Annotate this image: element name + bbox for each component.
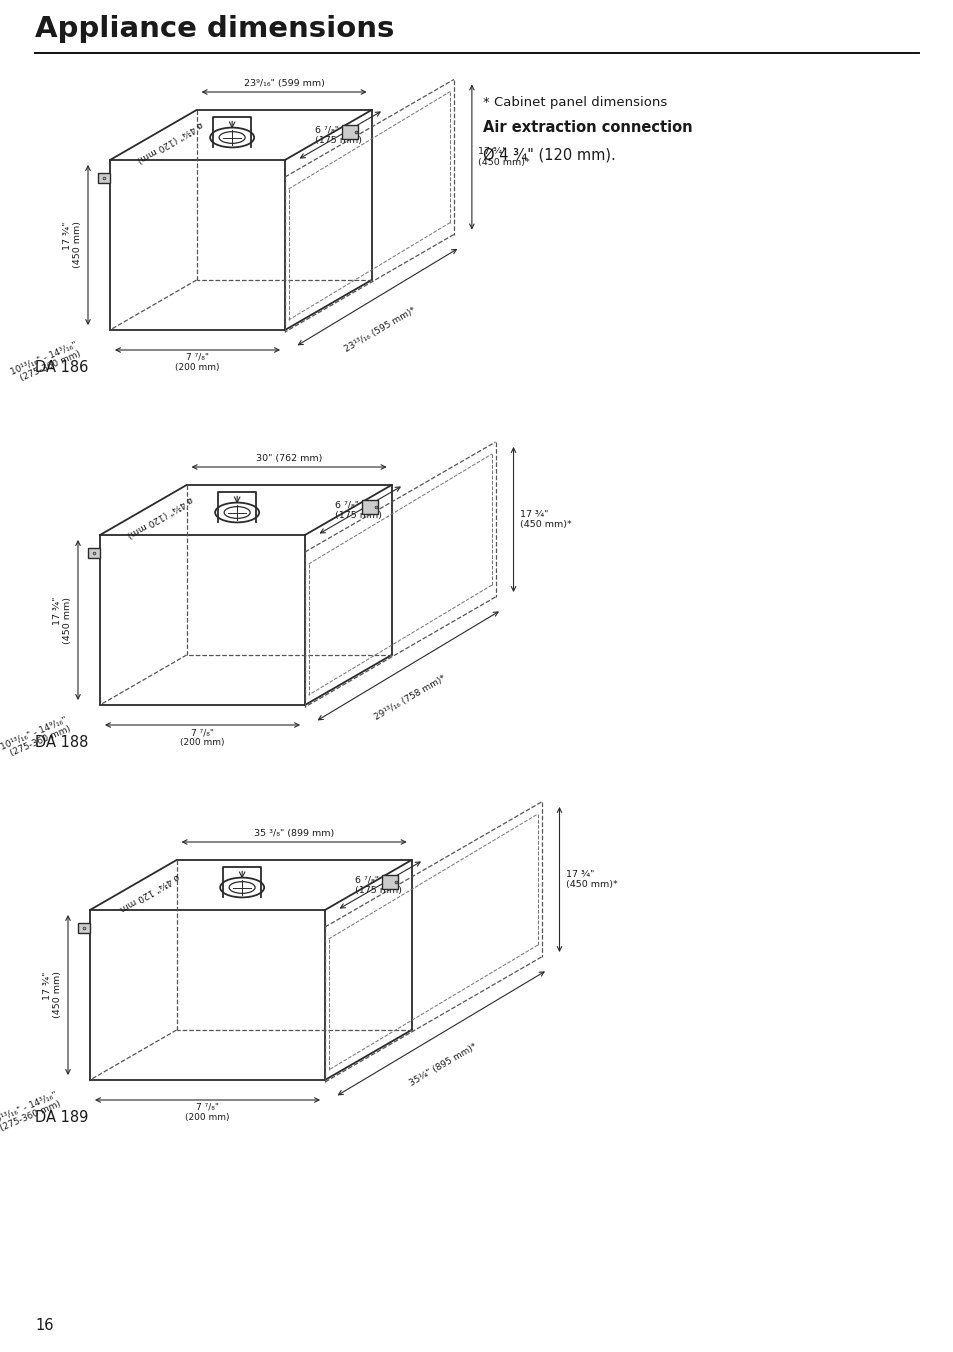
Text: DA 188: DA 188	[35, 735, 89, 750]
Text: * Cabinet panel dimensions: * Cabinet panel dimensions	[482, 96, 666, 110]
Text: 7 ⁷/₈"
(200 mm): 7 ⁷/₈" (200 mm)	[175, 353, 219, 372]
Bar	[98, 173, 110, 183]
Text: 29¹³/₁₆ (758 mm)*: 29¹³/₁₆ (758 mm)*	[373, 675, 448, 722]
Bar	[341, 124, 357, 138]
Bar	[381, 875, 397, 888]
Text: ø 4¾" 120 mm: ø 4¾" 120 mm	[118, 871, 180, 913]
Bar	[88, 548, 100, 558]
Text: 17 ¾"
(450 mm): 17 ¾" (450 mm)	[43, 972, 62, 1018]
Text: DA 189: DA 189	[35, 1110, 89, 1125]
Text: Appliance dimensions: Appliance dimensions	[35, 15, 394, 43]
Text: 17 ¾"
(450 mm)*: 17 ¾" (450 mm)*	[477, 147, 529, 166]
Text: 30" (762 mm): 30" (762 mm)	[255, 454, 322, 462]
Text: Ø 4 ¾" (120 mm).: Ø 4 ¾" (120 mm).	[482, 147, 615, 164]
Text: ø 4¾" (120 mm): ø 4¾" (120 mm)	[125, 495, 193, 539]
Text: Air extraction connection: Air extraction connection	[482, 120, 692, 135]
Text: DA 186: DA 186	[35, 360, 89, 375]
Text: 16: 16	[35, 1318, 53, 1333]
Text: 17 ¾"
(450 mm): 17 ¾" (450 mm)	[52, 596, 71, 644]
Bar	[78, 923, 90, 933]
Text: 10¹³/₁₆" - 14³/₁₆"
(275-360 mm): 10¹³/₁₆" - 14³/₁₆" (275-360 mm)	[0, 1090, 62, 1136]
Text: 6 ⁷/₈"
(175 mm): 6 ⁷/₈" (175 mm)	[335, 500, 381, 519]
Text: 7 ⁷/₈"
(200 mm): 7 ⁷/₈" (200 mm)	[180, 727, 225, 748]
Text: 10¹³/₁₆" - 14⁹/₁₆"
(275-360 mm): 10¹³/₁₆" - 14⁹/₁₆" (275-360 mm)	[0, 715, 71, 761]
Text: 35¼" (895 mm)*: 35¼" (895 mm)*	[408, 1041, 478, 1087]
Text: 23⁹/₁₆" (599 mm): 23⁹/₁₆" (599 mm)	[243, 78, 324, 88]
Text: 10¹³/₁₆" - 14³/₁₆"
(275-360 mm): 10¹³/₁₆" - 14³/₁₆" (275-360 mm)	[9, 339, 82, 385]
Text: 35 ³/₈" (899 mm): 35 ³/₈" (899 mm)	[253, 829, 334, 838]
Text: 6 ⁷/₈"
(175 mm): 6 ⁷/₈" (175 mm)	[355, 875, 401, 895]
Text: 23¹³/₁₆ (595 mm)*: 23¹³/₁₆ (595 mm)*	[342, 306, 416, 353]
Text: 17 ¾"
(450 mm): 17 ¾" (450 mm)	[63, 222, 82, 269]
Text: 7 ⁷/₈"
(200 mm): 7 ⁷/₈" (200 mm)	[185, 1103, 230, 1122]
Bar	[361, 499, 377, 514]
Text: 17 ¾"
(450 mm)*: 17 ¾" (450 mm)*	[565, 869, 617, 890]
Text: 6 ⁷/₈"
(175 mm): 6 ⁷/₈" (175 mm)	[314, 126, 361, 145]
Text: ø 4¾" (120 mm): ø 4¾" (120 mm)	[134, 119, 203, 165]
Text: 17 ¾"
(450 mm)*: 17 ¾" (450 mm)*	[519, 510, 571, 529]
